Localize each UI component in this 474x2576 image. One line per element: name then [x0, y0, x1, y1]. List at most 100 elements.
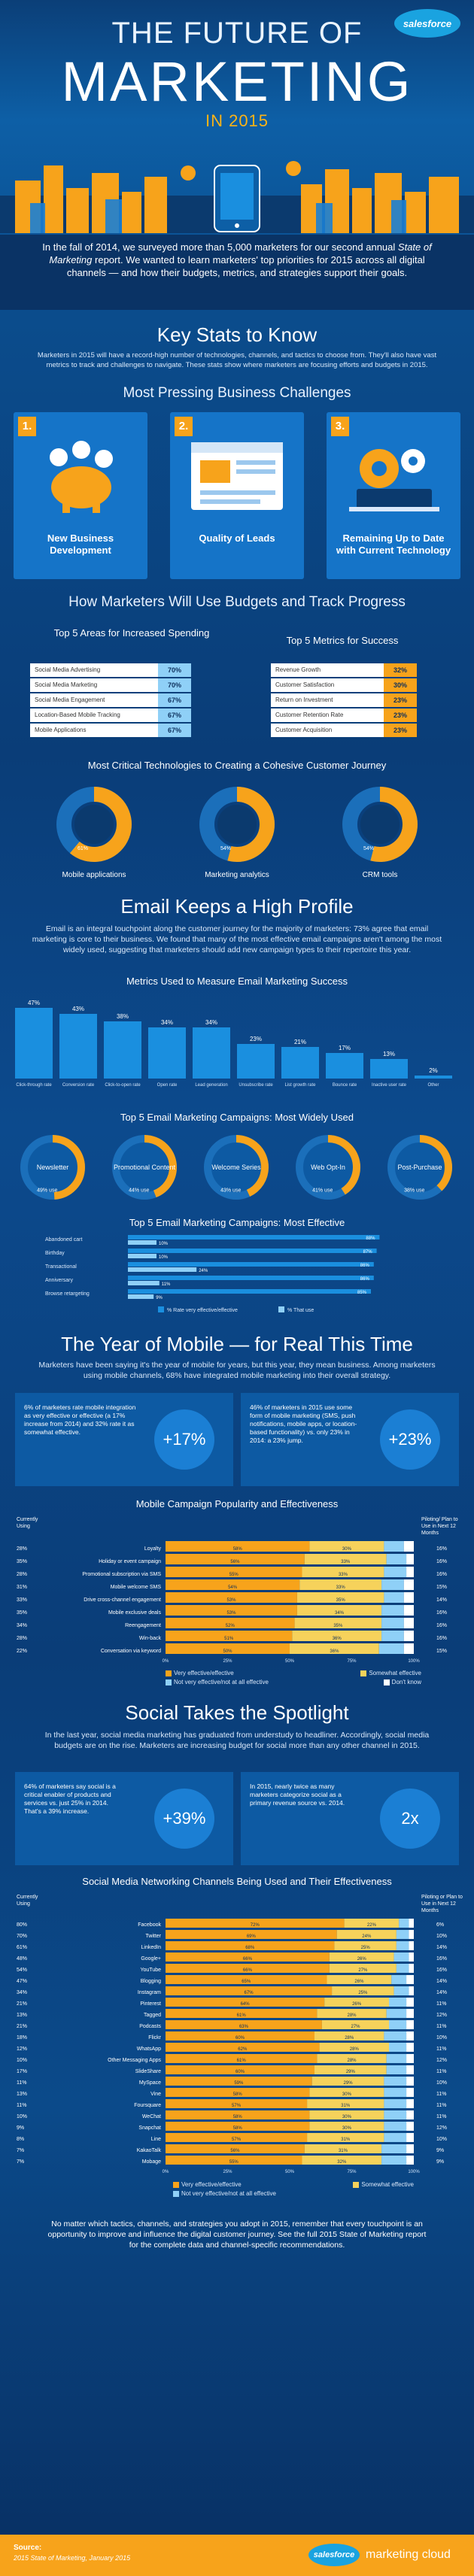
stack-segment — [309, 2122, 384, 2131]
piloting-value: 10% — [436, 2137, 447, 2142]
stack-segment-value: 27% — [358, 1968, 368, 1973]
stack-segment — [389, 1998, 407, 2007]
stack-segment — [166, 1631, 293, 1641]
stack-row-label: Holiday or event campaign — [99, 1559, 161, 1564]
stack-row-label: WhatsApp — [137, 2047, 161, 2052]
currently-using-value: 33% — [17, 1597, 27, 1603]
stack-segment-value: 31% — [341, 2104, 351, 2108]
table-row-value: 67% — [158, 693, 191, 707]
email-effective-bar-chart: Abandoned cart 88% 10% Birthday 87% 10% Transa… — [45, 1235, 380, 1313]
stack-segment-value: 30% — [342, 2115, 352, 2119]
email-donut-bg — [394, 1142, 445, 1193]
email-metric-label: List growth rate — [284, 1083, 316, 1088]
spending-table-title: Top 5 Areas for Increased Spending — [53, 627, 210, 639]
stack-segment-value: 32% — [337, 2160, 347, 2165]
stack-segment-value: 26% — [357, 1957, 367, 1962]
stack-segment — [321, 2020, 389, 2029]
stack-row-label: Google+ — [141, 1956, 161, 1962]
piloting-value: 16% — [436, 1572, 447, 1577]
stack-segment-value: 29% — [344, 2081, 354, 2086]
stack-segment — [406, 2031, 414, 2040]
stack-segment — [166, 1579, 300, 1590]
technology-icon-bg — [360, 805, 400, 844]
currently-using-value: 28% — [17, 1636, 27, 1641]
email-metric-label: Click-through rate — [16, 1083, 52, 1088]
currently-using-value: 28% — [17, 1572, 27, 1577]
stack-segment — [384, 2099, 407, 2108]
donut-value-label: 38% use — [404, 1188, 424, 1193]
stack-segment-value: 28% — [347, 2059, 357, 2063]
stack-segment — [317, 2054, 387, 2063]
technology-icon-bg — [74, 805, 114, 844]
table-row-value: 30% — [384, 678, 417, 692]
effective-row-label: Birthday — [45, 1251, 65, 1256]
piloting-value: 14% — [436, 1990, 447, 1995]
stack-segment-value: 69% — [247, 1934, 257, 1939]
currently-using-value: 10% — [17, 2114, 27, 2119]
stack-segment — [166, 1567, 302, 1577]
stack-segment-value: 61% — [237, 2013, 247, 2018]
piloting-value: 16% — [436, 1610, 447, 1616]
stack-segment-value: 33% — [339, 1573, 348, 1577]
stack-row-label: Pinterest — [140, 2001, 161, 2007]
donut-value-label: 61% — [77, 846, 88, 851]
stack-segment — [406, 2077, 414, 2086]
stack-row-label: Foursquare — [134, 2103, 161, 2108]
stack-segment — [166, 2133, 308, 2142]
social-stat-2-text: In 2015, nearly twice as many marketers … — [250, 1783, 345, 1807]
stack-row-label: KakaoTalk — [137, 2148, 162, 2153]
currently-using-value: 21% — [17, 2001, 27, 2007]
challenges-title: Most Pressing Business Challenges — [123, 385, 351, 401]
email-metric-label: Lead generation — [195, 1083, 227, 1088]
piloting-value: 11% — [436, 2024, 447, 2029]
title-line-1: THE FUTURE OF — [111, 17, 363, 50]
table-row: Social Media Engagement 67% — [30, 693, 191, 707]
stack-segment — [384, 2110, 407, 2119]
stack-segment-value: 25% — [358, 1991, 368, 1995]
stack-segment — [396, 1930, 409, 1939]
email-donut-label: Web Opt-In — [311, 1164, 345, 1171]
stack-row-label: Tagged — [144, 2013, 161, 2018]
currently-using-value: 31% — [17, 1585, 27, 1590]
mobile-legend: Very effective/effective Somewhat effecti… — [166, 1670, 421, 1685]
stack-segment — [299, 1579, 382, 1590]
stack-segment — [409, 1964, 414, 1973]
laptop-gears-icon — [349, 449, 439, 511]
footer-brand: marketing cloud — [366, 2548, 451, 2561]
use-value: 24% — [199, 1269, 208, 1273]
piloting-value: 15% — [436, 1585, 447, 1590]
stack-segment — [329, 1964, 397, 1973]
axis-tick-label: 100% — [408, 1659, 420, 1664]
challenge-label: Quality of Leads — [199, 532, 275, 544]
stack-segment — [166, 2043, 320, 2052]
table-row-label: Customer Retention Rate — [271, 708, 384, 722]
effective-bar — [128, 1289, 371, 1294]
stack-row-label: Other Messaging Apps — [108, 2058, 161, 2063]
currently-using-value: 34% — [17, 1990, 27, 1995]
stack-segment — [166, 1618, 295, 1628]
effective-value: 86% — [360, 1264, 370, 1268]
table-row-value: 70% — [158, 663, 191, 677]
title-line-2: MARKETING — [61, 50, 413, 113]
piloting-value: 16% — [436, 1636, 447, 1641]
mobile-campaign-stacked-chart: 28% Loyalty 58% 30% 16% 35% Holiday or event c… — [17, 1541, 447, 1664]
email-metric-value: 34% — [205, 1019, 217, 1026]
piloting-value: 6% — [436, 1922, 444, 1928]
challenge-card-2: 2. Quality of Leads — [170, 412, 304, 579]
donut-value-label: 54% — [220, 846, 231, 851]
donut-category-label: Mobile applications — [62, 871, 126, 879]
stack-segment — [324, 1998, 389, 2007]
axis-tick-label: 25% — [223, 1659, 232, 1664]
currently-using-value: 48% — [17, 1956, 27, 1962]
stack-segment — [381, 1579, 404, 1590]
email-metric-label: Unsubscribe rate — [239, 1083, 273, 1088]
stack-segment — [386, 1554, 407, 1564]
use-bar — [128, 1240, 156, 1245]
piloting-value: 11% — [436, 2092, 447, 2097]
legend-swatch — [166, 1679, 172, 1685]
stack-segment — [292, 1631, 382, 1641]
email-metric-bar — [237, 1044, 275, 1079]
stack-row-label: Loyalty — [144, 1546, 162, 1552]
stack-segment — [314, 2065, 387, 2074]
metrics-table: Revenue Growth 32% Customer Satisfaction 30… — [271, 663, 417, 739]
